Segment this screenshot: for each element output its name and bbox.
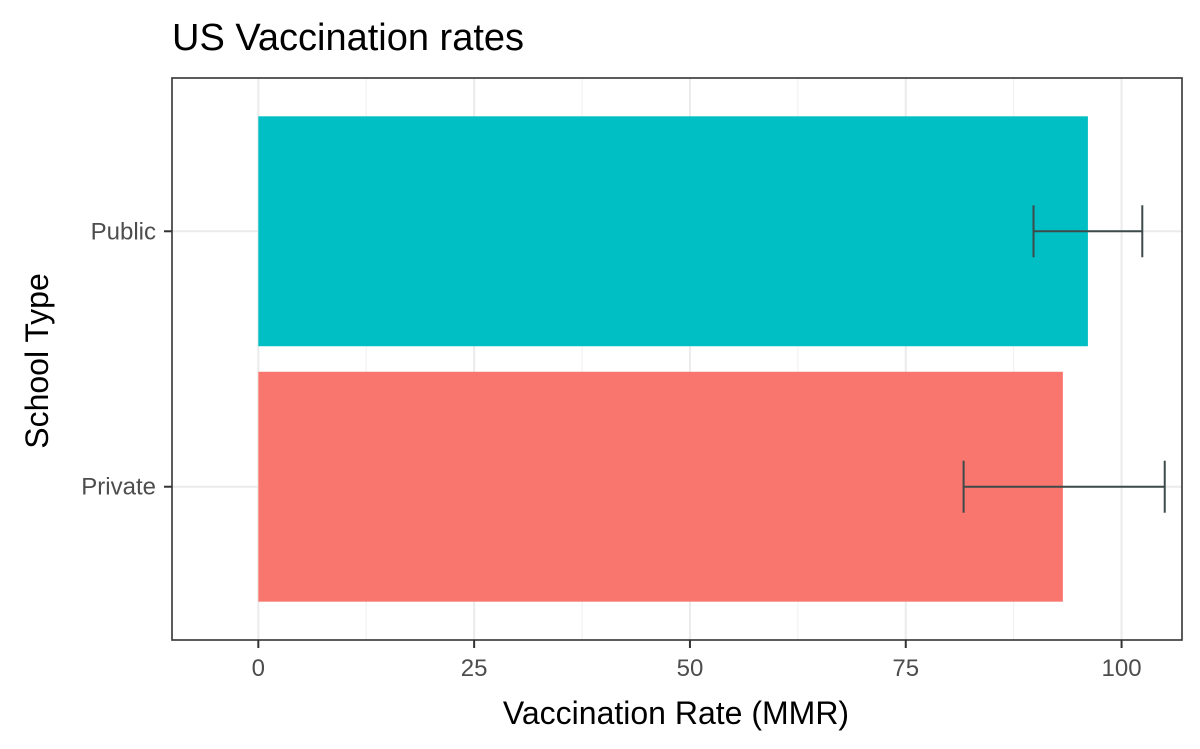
- x-tick-label: 50: [677, 655, 704, 682]
- y-tick-label: Public: [91, 218, 156, 245]
- errorbar-layer: [962, 205, 1166, 513]
- bars-layer: [258, 116, 1088, 602]
- y-axis-title: School Type: [19, 273, 55, 449]
- x-tick-label: 100: [1102, 655, 1142, 682]
- y-tick-label: Private: [81, 474, 156, 501]
- chart-title: US Vaccination rates: [172, 17, 525, 59]
- axis-layer: 0 25 50 75 100 Private Public: [81, 218, 1141, 682]
- x-tick-label: 75: [892, 655, 919, 682]
- x-tick-label: 25: [461, 655, 488, 682]
- plot-panel-border: [171, 77, 1183, 641]
- bar-private: [258, 371, 1063, 602]
- x-axis-title: Vaccination Rate (MMR): [503, 695, 849, 731]
- bar-public: [258, 116, 1088, 347]
- x-tick-label: 0: [252, 655, 265, 682]
- error-bar-public: [1032, 205, 1144, 258]
- error-bar-private: [962, 460, 1166, 513]
